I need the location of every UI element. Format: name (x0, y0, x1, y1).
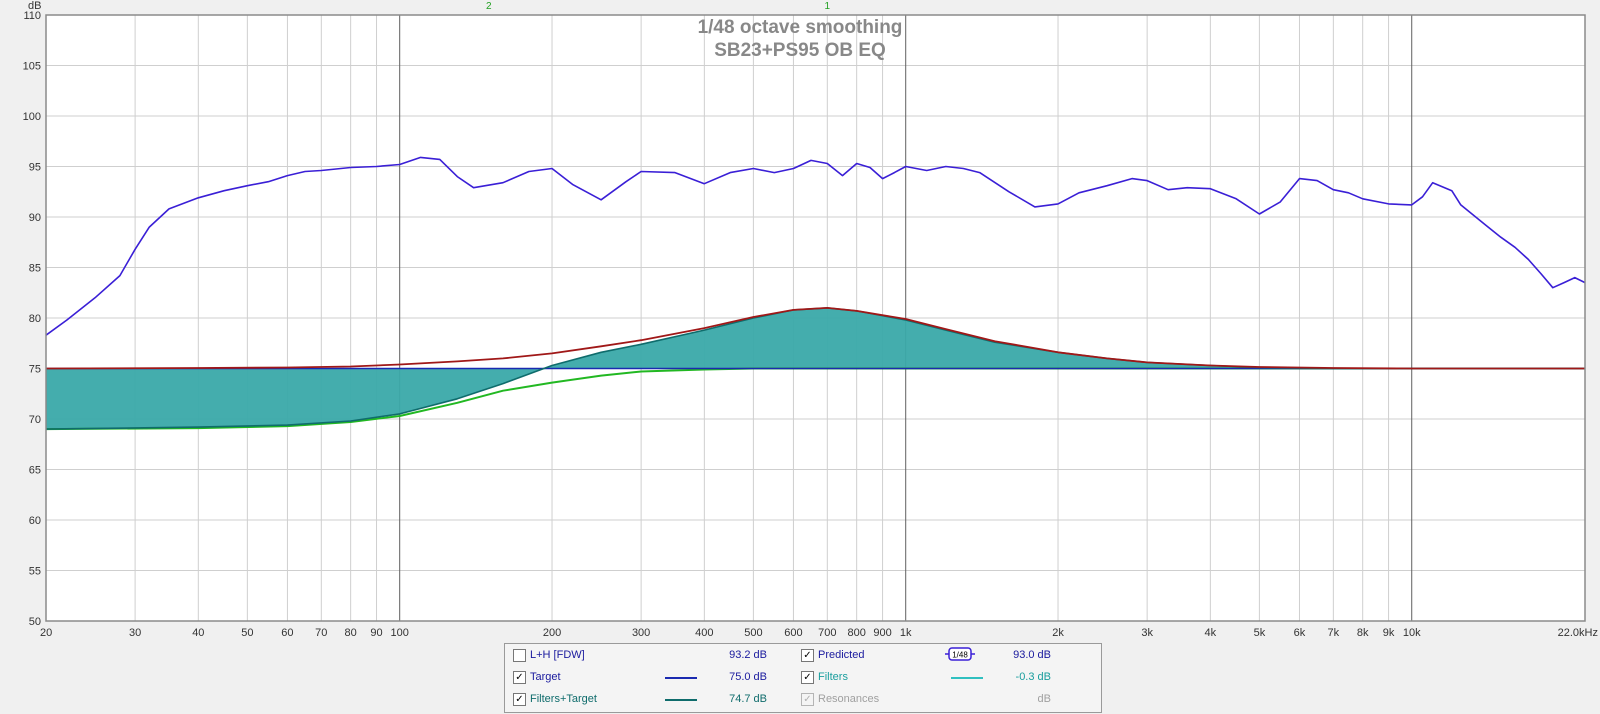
x-tick-label: 10k (1403, 627, 1421, 639)
x-tick-label: 600 (784, 627, 802, 639)
y-tick-label: 80 (29, 313, 41, 325)
x-tick-label: 900 (873, 627, 891, 639)
target-value: 75.0 dB (729, 671, 767, 683)
target-checkbox[interactable]: ✓ (513, 671, 526, 684)
x-tick-label: 70 (315, 627, 327, 639)
ft-value: 74.7 dB (729, 693, 767, 705)
x-tick-label: 700 (818, 627, 836, 639)
x-tick-label: 6k (1294, 627, 1306, 639)
filter-marker[interactable]: 1 (825, 1, 831, 12)
x-tick-label: 400 (695, 627, 713, 639)
y-tick-label: 70 (29, 414, 41, 426)
y-tick-label: 50 (29, 616, 41, 628)
predicted-checkbox[interactable]: ✓ (801, 649, 814, 662)
smoothing-icon[interactable]: 1/48 (945, 646, 975, 662)
x-tick-label: 50 (241, 627, 253, 639)
resonances-checkbox: ✓ (801, 693, 814, 706)
y-tick-label: 75 (29, 364, 41, 376)
y-tick-label: 110 (23, 10, 41, 22)
y-tick-label: 55 (29, 566, 41, 578)
plot-border (45, 14, 1586, 622)
y-tick-label: 95 (29, 162, 41, 174)
x-tick-label: 40 (192, 627, 204, 639)
x-tick-label: 1k (900, 627, 912, 639)
x-tick-label: 20 (40, 627, 52, 639)
y-tick-label: 105 (23, 61, 41, 73)
y-tick-label: 65 (29, 465, 41, 477)
x-tick-label: 80 (345, 627, 357, 639)
legend-row-1: L+H [FDW] 93.2 dB ✓ Predicted 1/48 93.0 … (505, 644, 1101, 666)
lh-value: 93.2 dB (729, 649, 767, 661)
lh-checkbox[interactable] (513, 649, 526, 662)
chart-title: 1/48 octave smoothing (698, 17, 903, 38)
y-tick-label: 60 (29, 515, 41, 527)
x-tick-label: 100 (391, 627, 409, 639)
resonances-label: Resonances (818, 693, 880, 705)
series-lines (45, 156, 1586, 431)
smoothing-icon-label: 1/48 (952, 651, 968, 660)
ft-label: Filters+Target (530, 693, 597, 705)
x-tick-label: 500 (744, 627, 762, 639)
x-tick-label: 60 (281, 627, 293, 639)
x-tick-label: 7k (1328, 627, 1340, 639)
resonances-value: dB (1037, 693, 1051, 705)
filters-value: -0.3 dB (1015, 671, 1051, 683)
filter-marker[interactable]: 2 (486, 1, 492, 12)
filters-swatch (951, 677, 983, 679)
y-tick-label: 85 (29, 263, 41, 275)
chart-subtitle: SB23+PS95 OB EQ (714, 40, 886, 61)
x-tick-label: 30 (129, 627, 141, 639)
x-tick-label: 4k (1205, 627, 1217, 639)
x-tick-label: 9k (1383, 627, 1395, 639)
predicted-label: Predicted (818, 649, 865, 661)
legend-row-3: ✓ Filters+Target 74.7 dB ✓ Resonances dB (505, 688, 1101, 710)
x-tick-label: 3k (1141, 627, 1153, 639)
target-label: Target (530, 671, 561, 683)
x-tick-label: 800 (847, 627, 865, 639)
target-swatch (665, 677, 697, 679)
filters-label: Filters (818, 671, 848, 683)
series-line-predicted (45, 156, 1586, 336)
y-tick-label: 90 (29, 212, 41, 224)
ft-swatch (665, 699, 697, 701)
x-tick-label: 2k (1052, 627, 1064, 639)
x-tick-label: 5k (1254, 627, 1266, 639)
predicted-value: 93.0 dB (1013, 649, 1051, 661)
legend-panel: L+H [FDW] 93.2 dB ✓ Predicted 1/48 93.0 … (504, 643, 1102, 713)
series-line-filters-target-upper (45, 307, 1585, 370)
x-tick-label: 300 (632, 627, 650, 639)
x-tick-label: 90 (370, 627, 382, 639)
y-unit-label: dB (28, 0, 41, 12)
filters-checkbox[interactable]: ✓ (801, 671, 814, 684)
x-tick-label: 22.0kHz (1558, 627, 1598, 639)
lh-label: L+H [FDW] (530, 649, 585, 661)
legend-row-2: ✓ Target 75.0 dB ✓ Filters -0.3 dB (505, 666, 1101, 688)
x-tick-label: 200 (543, 627, 561, 639)
y-tick-label: 100 (23, 111, 41, 123)
ft-checkbox[interactable]: ✓ (513, 693, 526, 706)
x-tick-label: 8k (1357, 627, 1369, 639)
